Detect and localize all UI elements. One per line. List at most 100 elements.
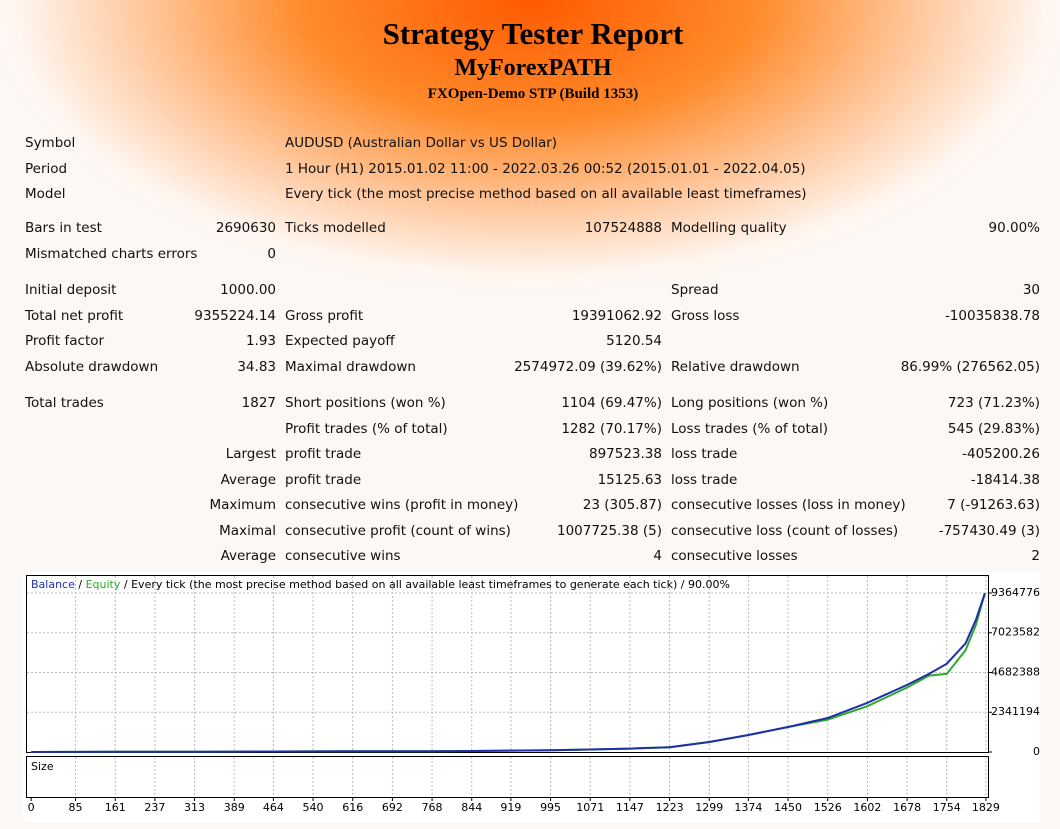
table-cell: 1827: [242, 395, 276, 411]
y-tick-label: 2341194: [991, 705, 1040, 718]
x-tick-label: 844: [461, 801, 482, 814]
table-cell: 7 (-91263.63): [947, 497, 1040, 513]
y-tick-label: 9364776: [991, 586, 1040, 599]
table-cell: 107524888: [585, 220, 662, 236]
legend-balance: Balance: [31, 578, 75, 591]
table-cell: AUDUSD (Australian Dollar vs US Dollar): [285, 135, 557, 151]
table-cell: consecutive losses (loss in money): [671, 497, 906, 513]
table-cell: Maximal drawdown: [285, 359, 416, 375]
table-cell: loss trade: [671, 472, 737, 488]
x-tick-label: 1374: [734, 801, 762, 814]
table-cell: 15125.63: [598, 472, 662, 488]
subtitle: MyForexPATH: [454, 55, 612, 81]
table-cell: Initial deposit: [25, 282, 116, 298]
x-tick-label: 1450: [774, 801, 802, 814]
y-tick-label: 7023582: [991, 626, 1040, 639]
table-cell: 1104 (69.47%): [561, 395, 662, 411]
table-cell: Gross profit: [285, 308, 363, 324]
table-cell: Largest: [226, 446, 276, 462]
legend-separator: /: [124, 578, 128, 591]
table-cell: profit trade: [285, 472, 361, 488]
table-cell: consecutive wins (profit in money): [285, 497, 518, 513]
table-cell: 1000.00: [220, 282, 276, 298]
table-cell: Average: [221, 548, 276, 564]
y-tick-label: 4682388: [991, 665, 1040, 678]
size-label: Size: [31, 760, 54, 773]
plot-area: [26, 575, 989, 753]
table-cell: Average: [221, 472, 276, 488]
x-tick-label: 1071: [576, 801, 604, 814]
table-cell: -18414.38: [971, 472, 1040, 488]
table-cell: Long positions (won %): [671, 395, 828, 411]
table-cell: loss trade: [671, 446, 737, 462]
table-cell: Profit factor: [25, 333, 105, 349]
table-cell: Bars in test: [25, 220, 102, 236]
table-cell: consecutive losses: [671, 548, 798, 564]
y-tick-label: 0: [1033, 745, 1040, 758]
table-cell: consecutive wins: [285, 548, 401, 564]
table-cell: Loss trades (% of total): [671, 421, 828, 437]
table-cell: Maximum: [209, 497, 276, 513]
table-cell: Mismatched charts errors: [25, 246, 197, 262]
legend-equity: Equity: [86, 578, 121, 591]
table-cell: 1.93: [246, 333, 276, 349]
legend-separator: /: [78, 578, 82, 591]
table-cell: 1282 (70.17%): [561, 421, 662, 437]
x-tick-label: 1299: [695, 801, 723, 814]
table-cell: Short positions (won %): [285, 395, 446, 411]
x-tick-label: 919: [500, 801, 521, 814]
table-cell: Maximal: [219, 523, 276, 539]
x-tick-label: 161: [105, 801, 126, 814]
table-cell: Modelling quality: [671, 220, 787, 236]
x-tick-label: 1678: [893, 801, 921, 814]
x-tick-label: 1223: [656, 801, 684, 814]
table-cell: Period: [25, 161, 67, 177]
table-cell: Total trades: [24, 395, 104, 411]
x-tick-label: 540: [303, 801, 324, 814]
x-tick-label: 85: [69, 801, 83, 814]
table-cell: Relative drawdown: [671, 359, 800, 375]
x-tick-label: 1526: [814, 801, 842, 814]
x-tick-label: 0: [28, 801, 35, 814]
table-cell: Model: [25, 186, 66, 202]
table-cell: 86.99% (276562.05): [901, 359, 1040, 375]
table-cell: 9355224.14: [194, 308, 276, 324]
table-cell: Expected payoff: [285, 333, 395, 349]
table-cell: 2574972.09 (39.62%): [514, 359, 662, 375]
table-cell: -10035838.78: [945, 308, 1040, 324]
table-cell: Symbol: [25, 135, 75, 151]
x-tick-label: 1754: [933, 801, 961, 814]
table-cell: Profit trades (% of total): [285, 421, 448, 437]
server: FXOpen-Demo STP (Build 1353): [428, 86, 638, 102]
x-tick-label: 692: [382, 801, 403, 814]
legend-description: Every tick (the most precise method base…: [131, 578, 730, 591]
table-cell: Ticks modelled: [284, 220, 386, 236]
table-cell: profit trade: [285, 446, 361, 462]
table-cell: -405200.26: [962, 446, 1040, 462]
table-cell: consecutive loss (count of losses): [671, 523, 898, 539]
table-cell: 34.83: [237, 359, 276, 375]
x-tick-label: 768: [422, 801, 443, 814]
table-cell: 897523.38: [589, 446, 662, 462]
table-cell: 545 (29.83%): [948, 421, 1040, 437]
balance-line: [31, 592, 986, 753]
table-cell: 2: [1031, 548, 1040, 564]
table-cell: 4: [653, 548, 662, 564]
x-tick-label: 1602: [853, 801, 881, 814]
legend: Balance / Equity / Every tick (the most …: [31, 578, 730, 591]
table-cell: Absolute drawdown: [25, 359, 158, 375]
table-cell: 19391062.92: [572, 308, 662, 324]
table-cell: 1007725.38 (5): [557, 523, 662, 539]
x-tick-label: 1147: [616, 801, 644, 814]
size-area: [26, 756, 989, 798]
x-tick-label: 237: [144, 801, 165, 814]
x-tick-label: 1829: [972, 801, 1000, 814]
x-tick-label: 464: [263, 801, 284, 814]
table-cell: 2690630: [216, 220, 276, 236]
table-cell: 30: [1023, 282, 1040, 298]
table-cell: 5120.54: [606, 333, 662, 349]
title: Strategy Tester Report: [383, 16, 684, 51]
table-cell: 90.00%: [989, 220, 1041, 236]
x-tick-label: 995: [540, 801, 561, 814]
